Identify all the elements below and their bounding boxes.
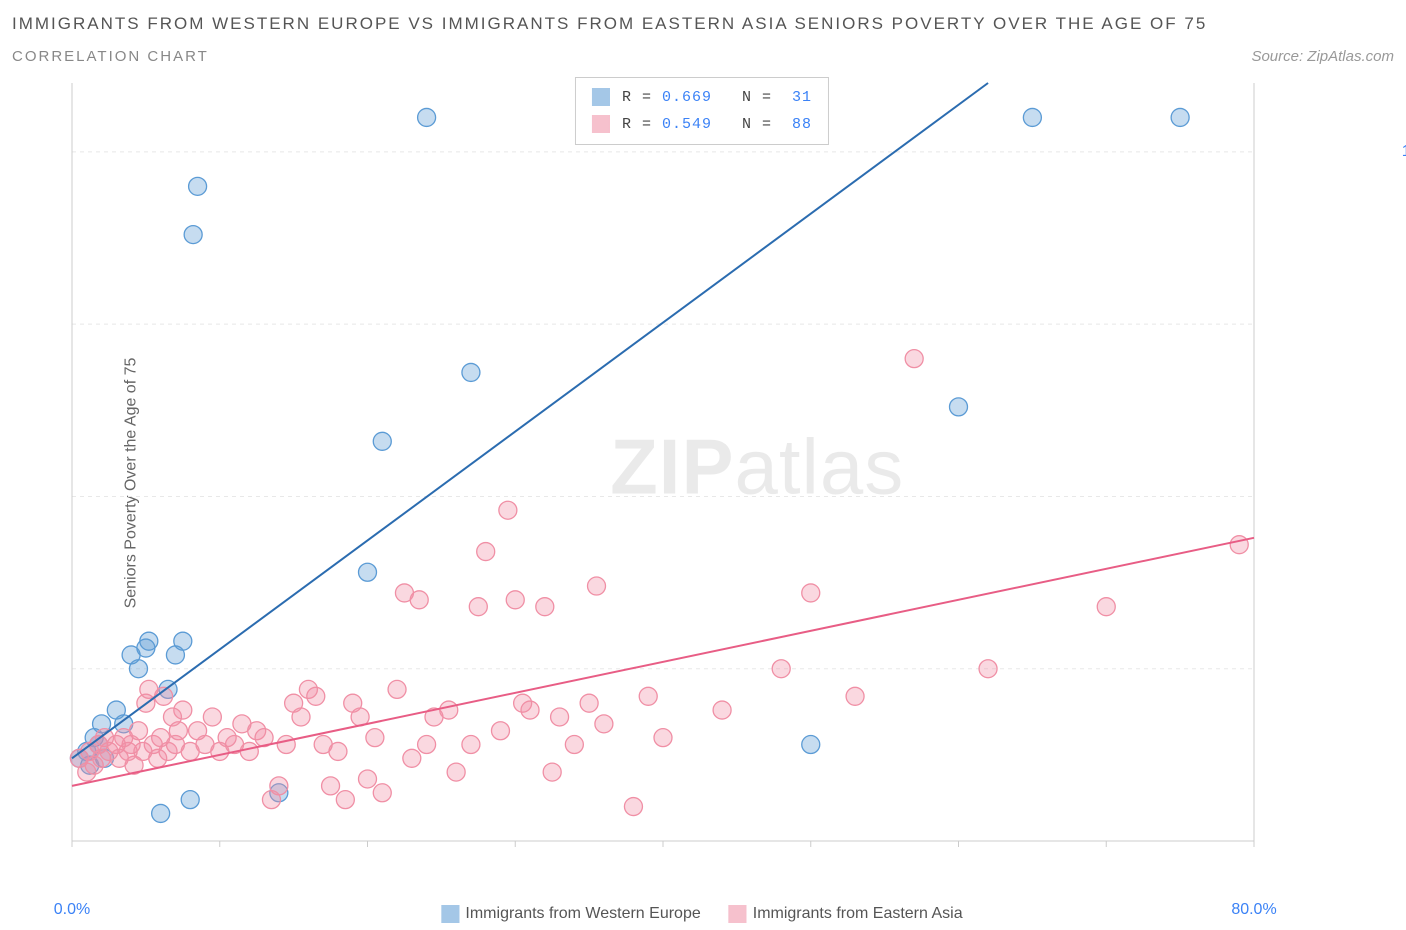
x-tick-label: 80.0% [1231, 901, 1276, 919]
legend-label: Immigrants from Western Europe [465, 905, 700, 922]
y-tick-label: 100.0% [1402, 143, 1406, 161]
chart-title: IMMIGRANTS FROM WESTERN EUROPE VS IMMIGR… [12, 14, 1394, 34]
source-attribution: Source: ZipAtlas.com [1251, 48, 1394, 65]
legend-label: Immigrants from Eastern Asia [753, 905, 963, 922]
scatter-plot [64, 81, 1324, 851]
correlation-stats-box: R = 0.669 N = 31R = 0.549 N = 88 [575, 77, 829, 145]
x-axis-legend: Immigrants from Western Europe Immigrants… [441, 905, 962, 923]
legend-item: Immigrants from Eastern Asia [729, 905, 963, 923]
stats-row: R = 0.549 N = 88 [592, 111, 812, 138]
x-tick-label: 0.0% [54, 901, 90, 919]
stats-row: R = 0.669 N = 31 [592, 84, 812, 111]
chart-area: Seniors Poverty Over the Age of 75 25.0%… [12, 73, 1392, 893]
subtitle-row: CORRELATION CHART Source: ZipAtlas.com [12, 48, 1394, 65]
stats-swatch [592, 88, 610, 106]
legend-swatch [729, 905, 747, 923]
chart-subtitle: CORRELATION CHART [12, 48, 209, 65]
legend-item: Immigrants from Western Europe [441, 905, 700, 923]
stats-swatch [592, 115, 610, 133]
legend-swatch [441, 905, 459, 923]
